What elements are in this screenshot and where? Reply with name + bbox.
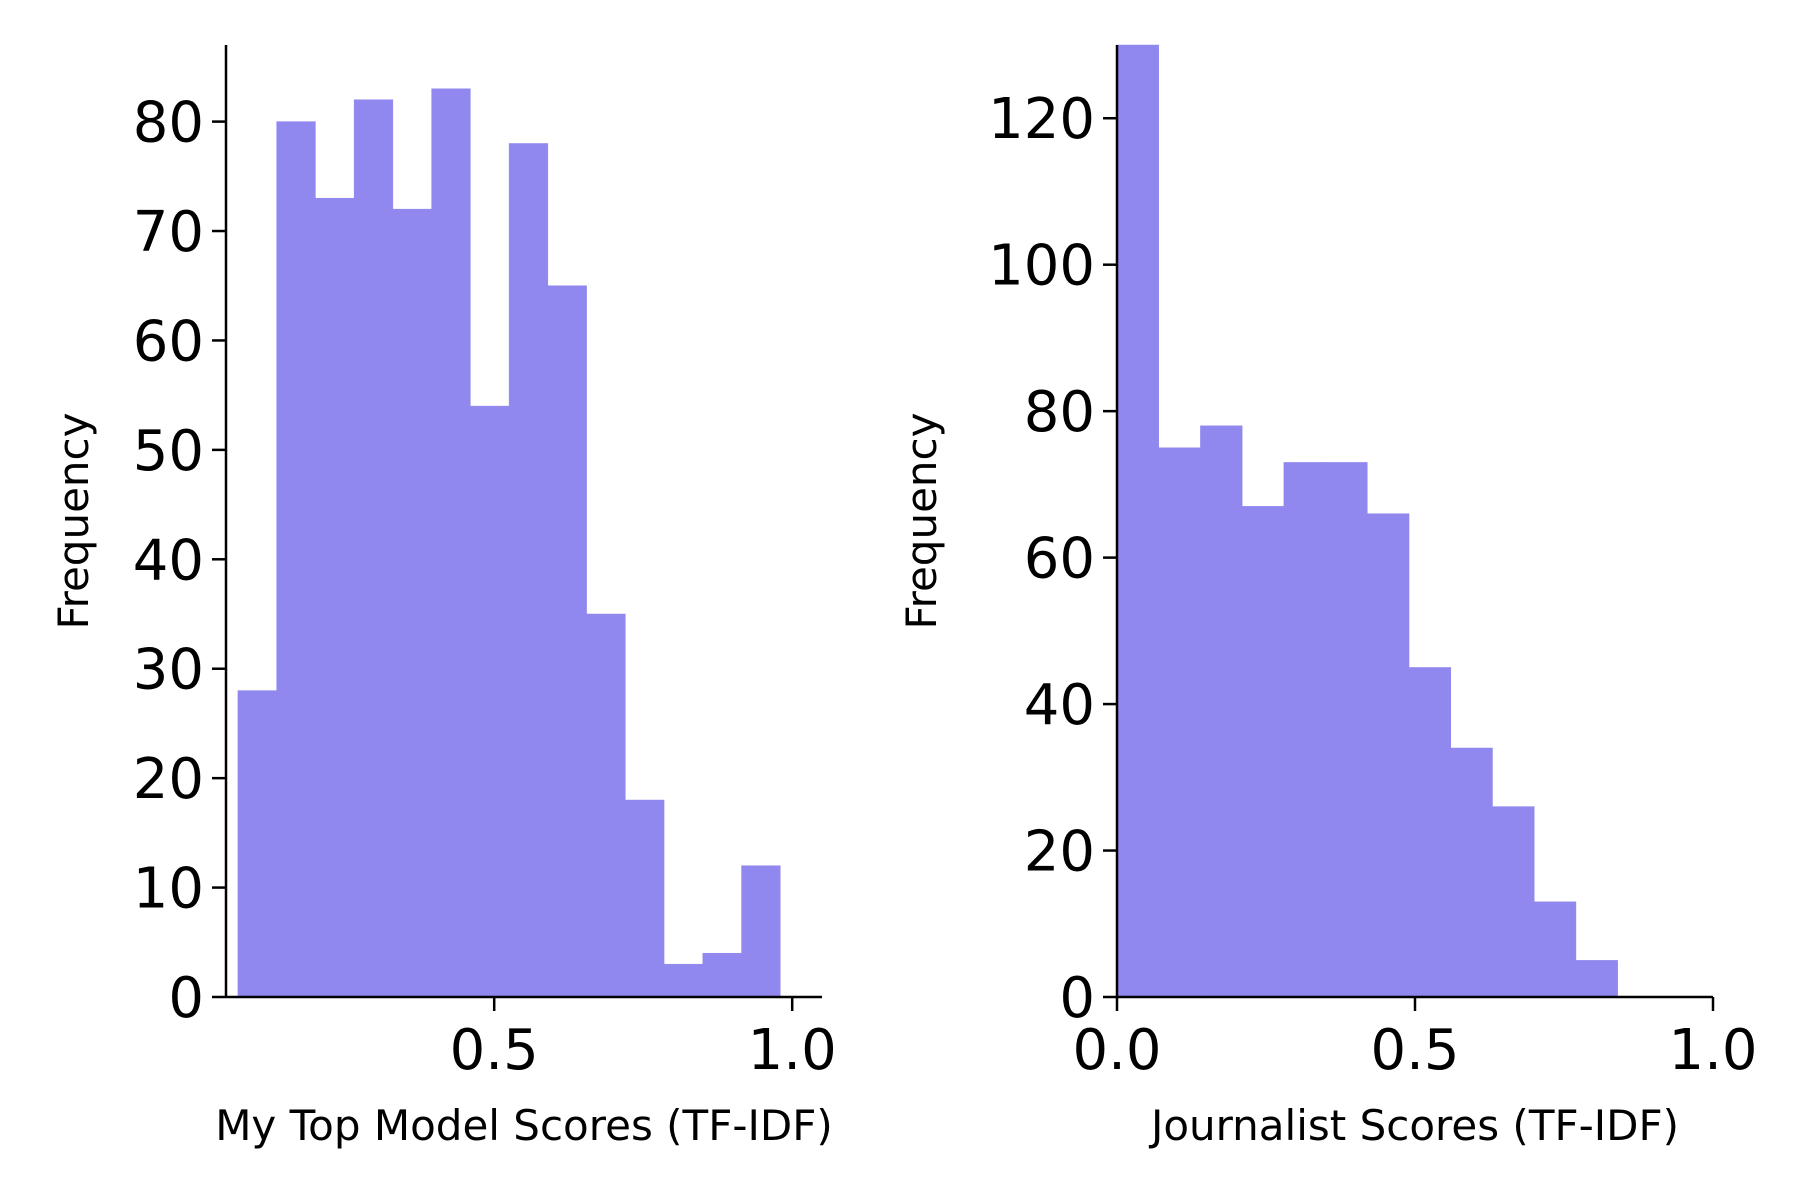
y-tick-label: 0 [168,966,204,1031]
y-tick-label: 70 [133,200,204,265]
y-tick-label: 40 [133,528,204,593]
x-tick-label: 0.5 [1370,1018,1459,1083]
y-ticks-right: 0 20 40 60 80 100 120 [988,87,1117,1031]
y-tick-label: 20 [1024,820,1095,885]
histogram-bar [586,613,626,998]
x-ticks-right: 0.0 0.5 1.0 [1072,997,1758,1083]
histogram-bar [431,88,471,998]
y-tick-label: 40 [1024,673,1095,738]
y-tick-label: 100 [988,234,1095,299]
histogram-bar [508,143,549,998]
histogram-bar [276,121,316,998]
histogram-bar [315,197,355,998]
histogram-bar [470,405,510,998]
histogram-bar [1158,447,1201,998]
histogram-bar [1241,506,1285,998]
histogram-bar [237,690,277,998]
x-tick-label: 0.5 [450,1018,539,1083]
y-tick-label: 80 [133,91,204,156]
histogram-bar [1200,425,1243,998]
histogram-left: 0 10 20 30 40 50 60 70 80 0.5 1.0 My Top Model Sc… [49,45,837,1150]
bars-right [1116,44,1618,998]
y-axis-label-left: Frequency [49,413,98,630]
y-tick-label: 80 [1024,380,1095,445]
histogram-bar [1283,462,1326,998]
x-tick-label: 0.0 [1072,1018,1161,1083]
histogram-bar [1492,806,1535,998]
y-tick-label: 30 [133,638,204,703]
x-axis-label-left: My Top Model Scores (TF-IDF) [215,1101,833,1150]
x-tick-label: 1.0 [1668,1018,1757,1083]
histogram-bar [663,963,704,998]
histogram-bar [1325,462,1368,998]
y-tick-label: 20 [133,747,204,812]
histogram-bar [1450,747,1493,998]
histogram-bar [1367,513,1410,998]
histogram-bar [547,285,587,998]
y-tick-label: 10 [133,857,204,922]
histogram-bar [1116,44,1159,998]
bars-left [237,88,781,998]
y-tick-label: 120 [988,87,1095,152]
histogram-bar [1575,960,1618,998]
x-ticks-left: 0.5 1.0 [450,997,837,1083]
histogram-bar [741,865,781,998]
y-tick-label: 0 [1059,966,1095,1031]
histogram-bar [392,208,432,998]
x-axis-label-right: Journalist Scores (TF-IDF) [1148,1101,1679,1150]
histogram-bar [702,952,742,998]
histogram-right: 0 20 40 60 80 100 120 0.0 0.5 1.0 Journalist Sco… [897,44,1758,1150]
y-tick-label: 50 [133,419,204,484]
histogram-bar [1533,901,1577,998]
y-axis-label-right: Frequency [897,413,946,630]
x-tick-label: 1.0 [748,1018,837,1083]
y-tick-label: 60 [133,309,204,374]
y-ticks-left: 0 10 20 30 40 50 60 70 80 [133,91,226,1031]
histogram-bar [353,99,394,998]
histogram-bar [625,799,665,998]
y-tick-label: 60 [1024,527,1095,592]
histogram-bar [1408,667,1452,998]
